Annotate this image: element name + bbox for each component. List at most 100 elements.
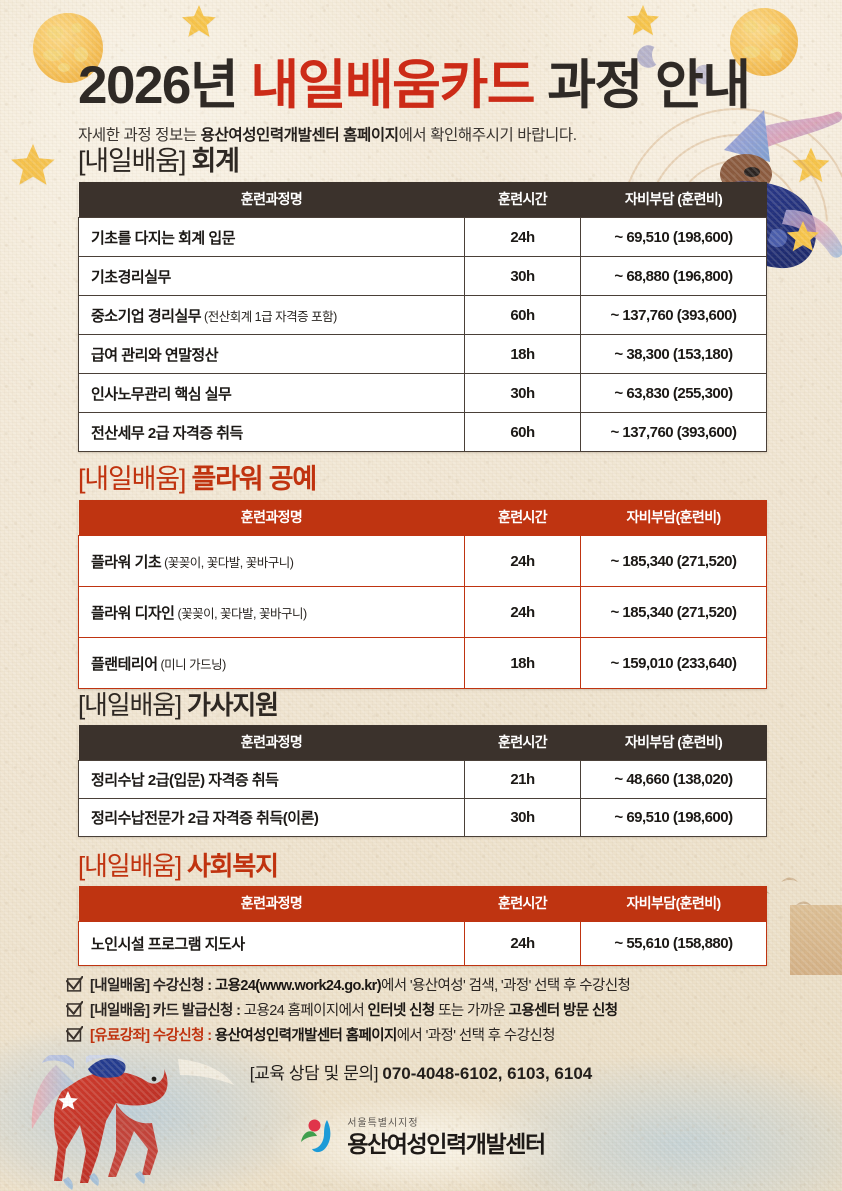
cell-course-name: 인사노무관리 핵심 실무 [78, 373, 465, 413]
table-row: 플랜테리어 (미니 가드닝) 18h ~ 159,010 (233,640) [78, 637, 767, 689]
contact-label: [교육 상담 및 문의] [249, 1064, 379, 1083]
note-line-2: [내일배움] 카드 발급신청 : 고용24 홈페이지에서 인터넷 신청 또는 가… [65, 997, 786, 1022]
section-heading: [내일배움] 사회복지 [78, 853, 767, 879]
col-header-fee: 자비부담 (훈련비) [580, 725, 767, 761]
cell-hours: 30h [464, 256, 581, 296]
section-4: [내일배움] 사회복지 훈련과정명 훈련시간 자비부담(훈련비) 노인시설 프로그램 지… [78, 853, 767, 966]
col-header-name: 훈련과정명 [78, 886, 465, 922]
cell-course-name: 기초경리실무 [78, 256, 465, 296]
cell-fee: ~ 68,880 (196,800) [580, 256, 767, 296]
table-row: 전산세무 2급 자격증 취득 60h ~ 137,760 (393,600) [78, 412, 767, 452]
note-lead: [내일배움] 수강신청 : [90, 978, 212, 994]
col-header-name: 훈련과정명 [78, 182, 465, 218]
cell-course-name: 플라워 디자인 (꽃꽂이, 꽃다발, 꽃바구니) [78, 586, 465, 638]
table-row: 정리수납 2급(입문) 자격증 취득 21h ~ 48,660 (138,020) [78, 760, 767, 799]
table-row: 인사노무관리 핵심 실무 30h ~ 63,830 (255,300) [78, 373, 767, 413]
logo-text: 서울특별시지정 용산여성인력개발센터 [347, 1118, 546, 1157]
note-text: [내일배움] 수강신청 : 고용24(www.work24.go.kr)에서 '… [90, 974, 631, 995]
table-row: 플라워 기초 (꽃꽂이, 꽃다발, 꽃바구니) 24h ~ 185,340 (271… [78, 535, 767, 587]
cell-hours: 24h [464, 535, 581, 587]
tan-block-right [790, 905, 842, 975]
section-heading: [내일배움] 플라워 공예 [78, 466, 767, 493]
course-name-main: 중소기업 경리실무 [91, 307, 202, 325]
cell-hours: 30h [464, 373, 581, 413]
course-name-note: (전산회계 1급 자격증 포함) [201, 309, 337, 324]
table-row: 정리수납전문가 2급 자격증 취득(이론) 30h ~ 69,510 (198,60… [78, 798, 767, 837]
table-row: 플라워 디자인 (꽃꽂이, 꽃다발, 꽃바구니) 24h ~ 185,340 (27… [78, 586, 767, 638]
page-subtitle: 자세한 과정 정보는 용산여성인력개발센터 홈페이지에서 확인해주시기 바랍니다… [78, 123, 778, 145]
table-row: 중소기업 경리실무 (전산회계 1급 자격증 포함) 60h ~ 137,760 (… [78, 295, 767, 335]
cell-fee: ~ 185,340 (271,520) [580, 535, 767, 587]
cell-hours: 60h [464, 295, 581, 335]
checkbox-checked-icon [65, 974, 85, 993]
star-mid-left [11, 144, 55, 185]
table-header-row: 훈련과정명 훈련시간 자비부담(훈련비) [78, 500, 767, 536]
cell-fee: ~ 63,830 (255,300) [580, 373, 767, 413]
footer-notes: [내일배움] 수강신청 : 고용24(www.work24.go.kr)에서 '… [65, 972, 786, 1047]
contact-line: [교육 상담 및 문의] 070-4048-6102, 6103, 6104 [0, 1059, 842, 1084]
cell-course-name: 기초를 다지는 회계 입문 [78, 217, 465, 257]
note-part-3: 또는 가까운 [434, 1003, 509, 1019]
note-part-1: 용산여성인력개발센터 홈페이지 [211, 1028, 397, 1044]
cell-course-name: 플라워 기초 (꽃꽂이, 꽃다발, 꽃바구니) [78, 535, 465, 587]
cell-hours: 24h [464, 586, 581, 638]
course-name-main: 인사노무관리 핵심 실무 [91, 385, 232, 403]
cell-fee: ~ 69,510 (198,600) [580, 217, 767, 257]
note-part-4: 고용센터 방문 신청 [508, 1003, 618, 1019]
note-text: [유료강좌] 수강신청 : 용산여성인력개발센터 홈페이지에서 '과정' 선택 … [90, 1024, 555, 1045]
table-row: 노인시설 프로그램 지도사 24h ~ 55,610 (158,880) [78, 921, 767, 966]
col-header-fee: 자비부담(훈련비) [580, 500, 767, 536]
course-table: 훈련과정명 훈련시간 자비부담 (훈련비) 기초를 다지는 회계 입문 24h ~ 69,… [78, 182, 767, 452]
logo-org-name: 용산여성인력개발센터 [347, 1130, 546, 1157]
col-header-hours: 훈련시간 [464, 500, 581, 536]
course-table: 훈련과정명 훈련시간 자비부담(훈련비) 플라워 기초 (꽃꽂이, 꽃다발, 꽃바구니… [78, 500, 767, 689]
organization-logo: 서울특별시지정 용산여성인력개발센터 [0, 1116, 842, 1158]
note-lead: [유료강좌] 수강신청 : [90, 1028, 212, 1044]
section-heading: [내일배움] 가사지원 [78, 692, 767, 718]
cell-hours: 21h [464, 760, 581, 799]
cell-course-name: 전산세무 2급 자격증 취득 [78, 412, 465, 452]
subtitle-bold: 용산여성인력개발센터 홈페이지 [200, 126, 399, 144]
note-lead: [내일배움] 카드 발급신청 : [90, 1003, 241, 1019]
col-header-fee: 자비부담(훈련비) [580, 886, 767, 922]
course-name-main: 기초를 다지는 회계 입문 [91, 229, 236, 247]
course-name-main: 정리수납전문가 2급 자격증 취득(이론) [91, 810, 319, 827]
section-tag: [내일배움] [78, 464, 186, 494]
cell-course-name: 급여 관리와 연말정산 [78, 334, 465, 374]
section-tag: [내일배움] [78, 146, 186, 176]
cell-course-name: 노인시설 프로그램 지도사 [78, 921, 465, 966]
course-name-main: 급여 관리와 연말정산 [91, 346, 219, 364]
cell-fee: ~ 185,340 (271,520) [580, 586, 767, 638]
note-line-1: [내일배움] 수강신청 : 고용24(www.work24.go.kr)에서 '… [65, 972, 786, 997]
checkbox-checked-icon [65, 999, 85, 1018]
contact-numbers: 070-4048-6102, 6103, 6104 [382, 1064, 593, 1083]
subtitle-post: 에서 확인해주시기 바랍니다. [398, 126, 577, 144]
cell-hours: 60h [464, 412, 581, 452]
cell-course-name: 정리수납 2급(입문) 자격증 취득 [78, 760, 465, 799]
table-header-row: 훈련과정명 훈련시간 자비부담 (훈련비) [78, 182, 767, 218]
note-part-2: 에서 '용산여성' 검색, '과정' 선택 후 수강신청 [380, 978, 631, 994]
course-name-main: 플랜테리어 [91, 655, 158, 673]
section-name: 플라워 공예 [185, 464, 317, 494]
course-table: 훈련과정명 훈련시간 자비부담 (훈련비) 정리수납 2급(입문) 자격증 취득 21h… [78, 725, 767, 837]
course-name-main: 정리수납 2급(입문) 자격증 취득 [91, 772, 279, 789]
star-right-lower [792, 147, 830, 183]
cell-hours: 30h [464, 798, 581, 837]
course-name-main: 플라워 기초 [91, 553, 162, 571]
course-name-note: (꽃꽂이, 꽃다발, 꽃바구니) [174, 606, 307, 621]
cell-fee: ~ 159,010 (233,640) [580, 637, 767, 689]
table-header-row: 훈련과정명 훈련시간 자비부담(훈련비) [78, 886, 767, 922]
note-part-2: 인터넷 신청 [367, 1003, 436, 1019]
cell-hours: 18h [464, 334, 581, 374]
section-heading: [내일배움] 회계 [78, 148, 767, 175]
col-header-hours: 훈련시간 [464, 725, 581, 761]
page-title: 2026년 내일배움카드 과정 안내 [78, 58, 778, 114]
section-2: [내일배움] 플라워 공예 훈련과정명 훈련시간 자비부담(훈련비) 플라워 기초 (꽃… [78, 466, 767, 689]
note-part-1: 고용24 홈페이지에서 [240, 1003, 368, 1019]
course-name-note: (꽃꽂이, 꽃다발, 꽃바구니) [161, 555, 294, 570]
star-top-center [182, 5, 216, 37]
course-name-main: 노인시설 프로그램 지도사 [91, 936, 245, 953]
section-name: 사회복지 [180, 851, 279, 881]
subtitle-pre: 자세한 과정 정보는 [78, 126, 201, 144]
